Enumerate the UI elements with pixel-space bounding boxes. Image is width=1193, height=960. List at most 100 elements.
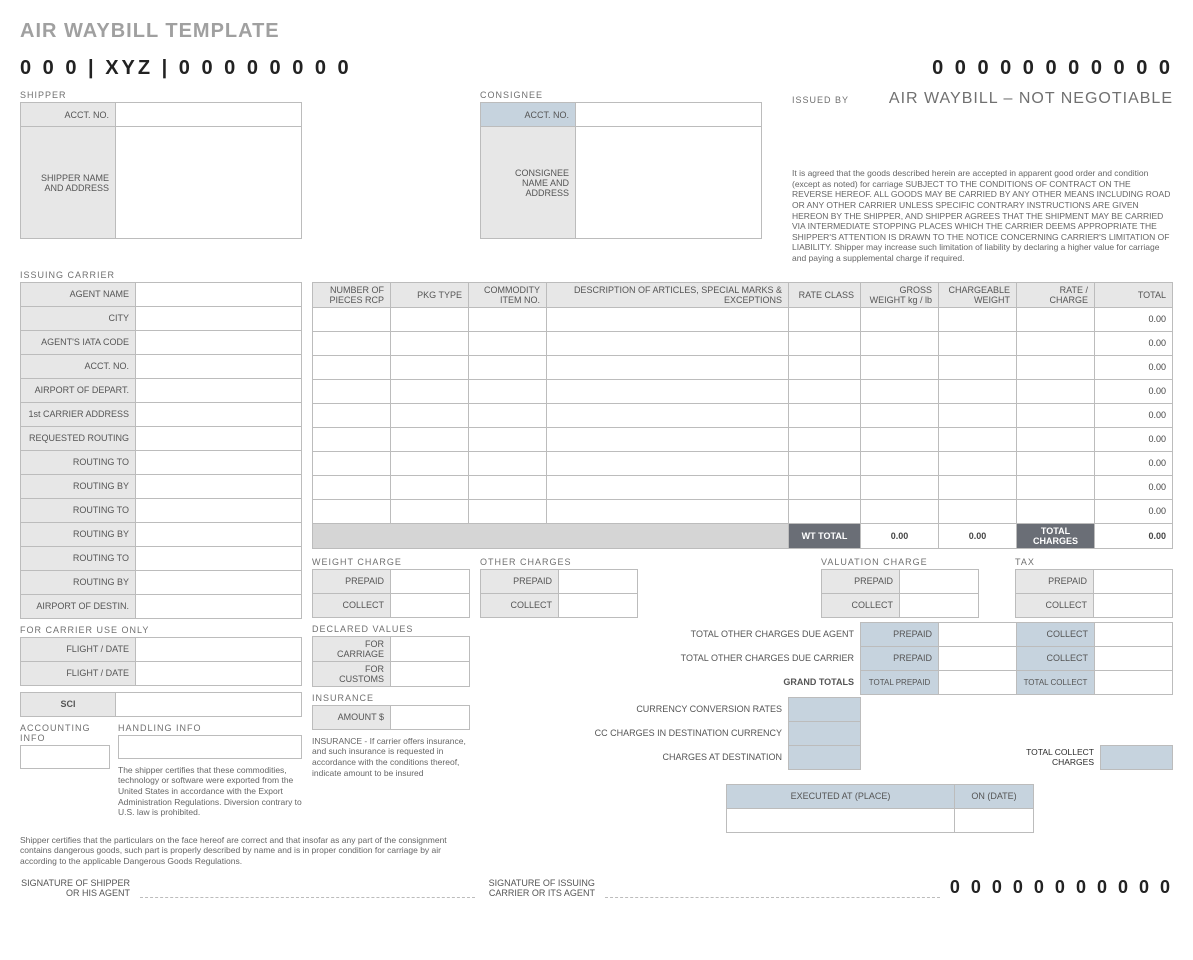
article-cell[interactable] [789, 307, 861, 331]
article-cell[interactable] [391, 499, 469, 523]
val-prepaid-value[interactable] [900, 569, 979, 593]
article-cell[interactable] [789, 427, 861, 451]
article-cell[interactable]: 0.00 [1095, 403, 1173, 427]
shipper-acct-value[interactable] [116, 103, 302, 127]
wc-prepaid-value[interactable] [391, 569, 470, 593]
article-cell[interactable] [789, 379, 861, 403]
article-cell[interactable] [469, 331, 547, 355]
wc-collect-value[interactable] [391, 593, 470, 617]
article-cell[interactable] [547, 499, 789, 523]
article-cell[interactable] [547, 451, 789, 475]
due-agent-prepaid-value[interactable] [939, 622, 1017, 646]
due-agent-collect-value[interactable] [1095, 622, 1173, 646]
article-cell[interactable] [313, 331, 391, 355]
routing-by-1-value[interactable] [136, 474, 302, 498]
article-cell[interactable] [313, 427, 391, 451]
article-cell[interactable] [469, 499, 547, 523]
article-cell[interactable] [391, 475, 469, 499]
due-carrier-collect-value[interactable] [1095, 646, 1173, 670]
article-cell[interactable] [939, 499, 1017, 523]
article-cell[interactable] [547, 403, 789, 427]
destin-value[interactable] [136, 594, 302, 618]
article-cell[interactable] [391, 355, 469, 379]
article-cell[interactable] [547, 331, 789, 355]
acct-no-value[interactable] [136, 354, 302, 378]
article-cell[interactable]: 0.00 [1095, 451, 1173, 475]
article-cell[interactable] [547, 475, 789, 499]
article-cell[interactable] [313, 307, 391, 331]
oc-prepaid-value[interactable] [559, 569, 638, 593]
article-cell[interactable] [939, 403, 1017, 427]
article-cell[interactable] [391, 451, 469, 475]
article-cell[interactable] [1017, 331, 1095, 355]
routing-to-1-value[interactable] [136, 450, 302, 474]
article-cell[interactable] [1017, 403, 1095, 427]
article-cell[interactable] [1017, 475, 1095, 499]
agent-name-value[interactable] [136, 282, 302, 306]
sig-shipper-line[interactable] [140, 897, 475, 898]
article-cell[interactable] [469, 475, 547, 499]
article-cell[interactable] [789, 499, 861, 523]
city-value[interactable] [136, 306, 302, 330]
article-cell[interactable] [313, 475, 391, 499]
sci-value[interactable] [116, 692, 302, 716]
consignee-acct-value[interactable] [576, 103, 762, 127]
article-cell[interactable] [313, 355, 391, 379]
article-cell[interactable] [861, 499, 939, 523]
iata-value[interactable] [136, 330, 302, 354]
req-routing-value[interactable] [136, 426, 302, 450]
carriage-value[interactable] [391, 636, 470, 661]
article-cell[interactable] [1017, 307, 1095, 331]
article-cell[interactable] [861, 331, 939, 355]
executed-value[interactable] [727, 808, 955, 832]
routing-by-3-value[interactable] [136, 570, 302, 594]
article-cell[interactable] [469, 355, 547, 379]
on-date-value[interactable] [955, 808, 1034, 832]
tax-prepaid-value[interactable] [1094, 569, 1173, 593]
article-cell[interactable] [789, 355, 861, 379]
article-cell[interactable] [789, 331, 861, 355]
customs-value[interactable] [391, 661, 470, 686]
routing-by-2-value[interactable] [136, 522, 302, 546]
article-cell[interactable] [391, 427, 469, 451]
article-cell[interactable] [1017, 427, 1095, 451]
sig-carrier-line[interactable] [605, 897, 940, 898]
total-prepaid-value[interactable] [939, 670, 1017, 694]
article-cell[interactable] [939, 307, 1017, 331]
article-cell[interactable] [789, 451, 861, 475]
ccr-value[interactable] [789, 697, 861, 721]
article-cell[interactable] [861, 403, 939, 427]
article-cell[interactable] [861, 451, 939, 475]
article-cell[interactable] [547, 379, 789, 403]
article-cell[interactable] [861, 379, 939, 403]
article-cell[interactable] [939, 331, 1017, 355]
article-cell[interactable] [939, 355, 1017, 379]
article-cell[interactable] [391, 307, 469, 331]
article-cell[interactable] [861, 307, 939, 331]
total-collect-value[interactable] [1095, 670, 1173, 694]
article-cell[interactable] [939, 379, 1017, 403]
article-cell[interactable] [391, 403, 469, 427]
article-cell[interactable] [547, 307, 789, 331]
flight-date-1-value[interactable] [136, 637, 302, 661]
cc-dest-value[interactable] [789, 721, 861, 745]
article-cell[interactable]: 0.00 [1095, 355, 1173, 379]
article-cell[interactable] [469, 451, 547, 475]
charges-dest-value[interactable] [789, 745, 861, 769]
amount-value[interactable] [391, 705, 470, 729]
val-collect-value[interactable] [900, 593, 979, 617]
article-cell[interactable] [313, 451, 391, 475]
article-cell[interactable] [861, 427, 939, 451]
article-cell[interactable] [313, 499, 391, 523]
article-cell[interactable] [313, 403, 391, 427]
article-cell[interactable] [939, 451, 1017, 475]
due-carrier-prepaid-value[interactable] [939, 646, 1017, 670]
article-cell[interactable]: 0.00 [1095, 331, 1173, 355]
routing-to-3-value[interactable] [136, 546, 302, 570]
article-cell[interactable] [469, 403, 547, 427]
flight-date-2-value[interactable] [136, 661, 302, 685]
article-cell[interactable]: 0.00 [1095, 427, 1173, 451]
article-cell[interactable] [939, 475, 1017, 499]
article-cell[interactable] [469, 307, 547, 331]
oc-collect-value[interactable] [559, 593, 638, 617]
